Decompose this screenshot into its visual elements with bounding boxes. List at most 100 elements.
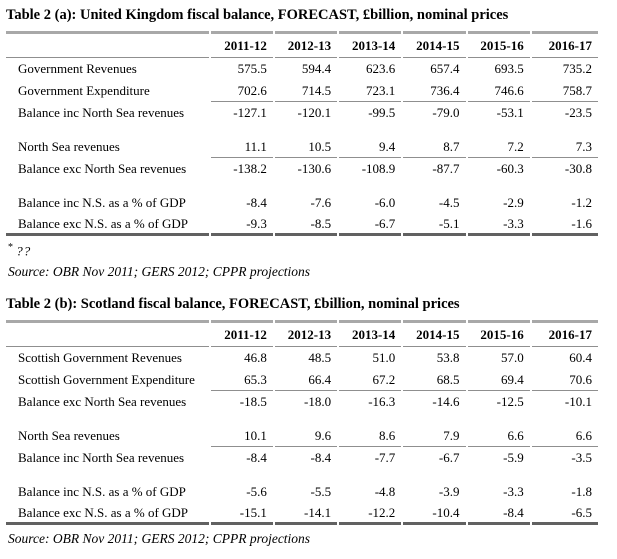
value-cell: -5.9 xyxy=(503,450,524,466)
value-cell: -8.4 xyxy=(246,195,267,210)
value-cell: -7.7 xyxy=(374,450,396,466)
table-a-title: Table 2 (a): United Kingdom fiscal balan… xyxy=(6,7,509,23)
year-column-header: 2013-14 xyxy=(339,320,402,348)
row-label: Balance exc N.S. as a % of GDP xyxy=(6,214,209,236)
value-cell: -108.9 xyxy=(361,161,396,176)
spacer-row xyxy=(6,469,598,481)
value-cell: -23.5 xyxy=(564,105,592,120)
table-b-title: Table 2 (b): Scotland fiscal balance, FO… xyxy=(6,296,460,313)
value-cell: -1.6 xyxy=(531,214,598,236)
year-column-header: 2013-14 xyxy=(339,31,402,58)
value-cell: -8.4 xyxy=(310,450,332,466)
table-b-source: Source: OBR Nov 2011; GERS 2012; CPPR pr… xyxy=(8,531,311,547)
value-cell: -18.0 xyxy=(304,394,332,410)
corner-cell xyxy=(6,320,209,348)
table-row: Scottish Government Revenues 46.8 48.5 51.0… xyxy=(6,347,598,369)
value-cell: -8.5 xyxy=(274,214,338,236)
value-cell: -5.6 xyxy=(246,484,267,500)
year-header-row: 2011-12 2012-13 2013-14 2014-15 2015-16 2016-… xyxy=(6,31,598,58)
spacer-cell xyxy=(6,180,598,192)
year-column-header: 2014-15 xyxy=(403,320,466,348)
value-cell: 9.6 xyxy=(274,425,338,448)
year-column-header: 2011-12 xyxy=(210,320,273,348)
value-cell: -6.0 xyxy=(374,195,396,210)
value-cell: -5.5 xyxy=(310,484,332,500)
corner-cell xyxy=(6,31,209,58)
year-column-header: 2015-16 xyxy=(467,320,530,348)
value-cell: 714.5 xyxy=(274,80,338,102)
table-row: Government Expenditure 702.6 714.5 723.1 736… xyxy=(6,80,598,102)
value-cell: -3.5 xyxy=(571,450,592,466)
value-cell: 70.6 xyxy=(531,369,598,392)
row-label: Balance exc North Sea revenues xyxy=(18,394,187,410)
value-cell: 11.1 xyxy=(210,136,273,158)
value-cell: -8.4 xyxy=(467,503,530,526)
value-cell: 702.6 xyxy=(210,80,273,102)
value-cell: 7.2 xyxy=(467,136,530,158)
year-column-header: 2016-17 xyxy=(531,31,598,58)
value-cell: 594.4 xyxy=(301,61,332,76)
table-row: North Sea revenues 10.1 9.6 8.6 7.9 6.6 6.6 xyxy=(6,425,598,448)
spacer-row xyxy=(6,180,598,192)
value-cell: -3.3 xyxy=(467,214,530,236)
value-cell: -87.7 xyxy=(432,161,460,176)
value-cell: 48.5 xyxy=(308,350,332,366)
value-cell: 68.5 xyxy=(403,369,466,392)
year-header-row: 2011-12 2012-13 2013-14 2014-15 2015-16 2016-… xyxy=(6,320,598,348)
value-cell: 9.4 xyxy=(339,136,402,158)
value-cell: 60.4 xyxy=(569,350,592,366)
year-column-header: 2015-16 xyxy=(467,31,530,58)
value-cell: 746.6 xyxy=(467,80,530,102)
value-cell: 65.3 xyxy=(210,369,273,392)
value-cell: 623.6 xyxy=(366,61,396,76)
year-column-header: 2012-13 xyxy=(274,320,338,348)
table-row: Balance inc North Sea revenues -127.1 -120… xyxy=(6,102,598,124)
value-cell: 575.5 xyxy=(237,61,267,76)
year-column-header: 2012-13 xyxy=(274,31,338,58)
value-cell: -16.3 xyxy=(368,394,396,410)
value-cell: 67.2 xyxy=(339,369,402,392)
value-cell: 723.1 xyxy=(339,80,402,102)
value-cell: -8.4 xyxy=(246,450,267,466)
table-row: Government Revenues 575.5 594.4 623.6 657.4 6… xyxy=(6,58,598,80)
spacer-cell xyxy=(6,413,598,425)
value-cell: -6.7 xyxy=(438,450,460,466)
table-row: Balance inc N.S. as a % of GDP -8.4 -7.6 -6… xyxy=(6,192,598,214)
value-cell: -18.5 xyxy=(239,394,267,410)
value-cell: -14.1 xyxy=(274,503,338,526)
value-cell: -3.9 xyxy=(438,484,460,500)
value-cell: -3.3 xyxy=(503,484,524,500)
value-cell: -60.3 xyxy=(496,161,524,176)
row-label: Balance exc North Sea revenues xyxy=(18,161,187,176)
value-cell: 69.4 xyxy=(467,369,530,392)
row-label: Scottish Government Revenues xyxy=(18,350,182,366)
value-cell: -12.5 xyxy=(496,394,524,410)
uk-fiscal-table: 2011-12 2012-13 2013-14 2014-15 2015-16 2016-… xyxy=(4,31,600,236)
footnote-marker: * xyxy=(8,242,13,253)
value-cell: 7.9 xyxy=(403,425,466,448)
value-cell: -10.1 xyxy=(564,394,592,410)
value-cell: -99.5 xyxy=(368,105,396,120)
spacer-row xyxy=(6,124,598,136)
value-cell: -7.6 xyxy=(310,195,332,210)
table-row: Balance inc N.S. as a % of GDP -5.6 -5.5 -4… xyxy=(6,481,598,503)
table-row: Balance exc North Sea revenues -138.2 -130… xyxy=(6,158,598,180)
table-row: Scottish Government Expenditure 65.3 66.4 6… xyxy=(6,369,598,392)
value-cell: -120.1 xyxy=(297,105,332,120)
value-cell: 8.7 xyxy=(403,136,466,158)
value-cell: -10.4 xyxy=(403,503,466,526)
value-cell: 51.0 xyxy=(372,350,396,366)
value-cell: 66.4 xyxy=(274,369,338,392)
row-label: North Sea revenues xyxy=(18,428,120,444)
row-label: Balance inc North Sea revenues xyxy=(18,450,185,466)
year-column-header: 2014-15 xyxy=(403,31,466,58)
value-cell: 10.5 xyxy=(274,136,338,158)
value-cell: 53.8 xyxy=(436,350,460,366)
table-row: Balance exc N.S. as a % of GDP -15.1 -14.1… xyxy=(6,503,598,526)
value-cell: -6.5 xyxy=(531,503,598,526)
value-cell: -6.7 xyxy=(339,214,402,236)
table-row: Balance exc N.S. as a % of GDP -9.3 -8.5 -6… xyxy=(6,214,598,236)
value-cell: -4.5 xyxy=(438,195,460,210)
spacer-cell xyxy=(6,469,598,481)
